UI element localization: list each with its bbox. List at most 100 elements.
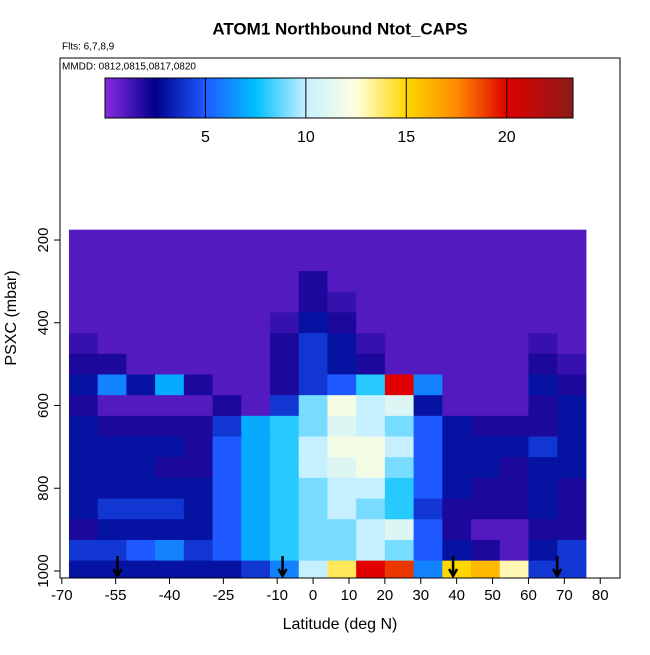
heatmap-cell	[471, 395, 501, 417]
heatmap-cell	[557, 415, 587, 438]
heatmap-cell	[327, 498, 357, 520]
heatmap-cell	[442, 457, 472, 479]
heatmap-cell	[384, 477, 415, 500]
heatmap-cell	[356, 498, 386, 520]
heatmap-cell	[557, 374, 587, 396]
heatmap-cell	[413, 333, 443, 355]
heatmap-cell	[68, 415, 99, 438]
heatmap-cell	[298, 271, 328, 293]
heatmap-cell	[155, 291, 185, 313]
heatmap-cell	[557, 477, 587, 500]
heatmap-cell	[356, 519, 386, 541]
heatmap-cell	[97, 271, 127, 293]
heatmap-cell	[126, 477, 156, 500]
x-tick-label: -55	[105, 587, 127, 604]
heatmap-cell	[97, 498, 127, 520]
heatmap-cell	[413, 271, 443, 293]
heatmap-cell	[183, 477, 214, 500]
heatmap-cell	[442, 498, 472, 520]
heatmap-cell	[327, 560, 357, 578]
heatmap-cell	[212, 333, 242, 355]
heatmap-cell	[298, 519, 328, 541]
x-tick-label: 80	[592, 587, 609, 604]
heatmap-cell	[442, 229, 472, 251]
heatmap-cell	[471, 229, 501, 251]
heatmap-cell	[413, 457, 443, 479]
heatmap-cell	[442, 374, 472, 396]
heatmap-cell	[155, 477, 185, 500]
heatmap-cell	[212, 271, 242, 293]
x-tick-label: -25	[212, 587, 234, 604]
heatmap-cell	[155, 436, 185, 458]
heatmap-cell	[126, 250, 156, 272]
heatmap-cell	[270, 250, 300, 272]
heatmap-cell	[298, 229, 328, 251]
heatmap-cell	[356, 229, 386, 251]
x-tick-label: 70	[556, 587, 573, 604]
heatmap-cell	[528, 291, 558, 313]
heatmap-cell	[270, 271, 300, 293]
heatmap-cell	[528, 539, 558, 562]
heatmap-cell	[499, 333, 529, 355]
heatmap-cell	[270, 291, 300, 313]
heatmap-cell	[241, 333, 271, 355]
heatmap-cell	[499, 395, 529, 417]
heatmap-cell	[97, 415, 127, 438]
x-tick-label: 40	[448, 587, 465, 604]
heatmap-cell	[212, 312, 242, 334]
heatmap-cell	[126, 498, 156, 520]
heatmap-cell	[528, 353, 558, 375]
heatmap-cell	[384, 353, 415, 375]
heatmap-cell	[68, 539, 99, 562]
heatmap-cell	[384, 271, 415, 293]
heatmap-cell	[270, 498, 300, 520]
heatmap-cell	[327, 477, 357, 500]
heatmap-cell	[442, 333, 472, 355]
heatmap-cell	[356, 477, 386, 500]
heatmap-cell	[384, 457, 415, 479]
heatmap-cell	[413, 560, 443, 578]
heatmap-cell	[557, 395, 587, 417]
heatmap-cell	[413, 477, 443, 500]
heatmap-cell	[557, 353, 587, 375]
heatmap-cell	[528, 498, 558, 520]
heatmap-cell	[241, 560, 271, 578]
x-tick-label: 20	[377, 587, 394, 604]
heatmap-cell	[413, 395, 443, 417]
heatmap-cell	[183, 333, 214, 355]
heatmap-cell	[212, 560, 242, 578]
heatmap-cell	[183, 353, 214, 375]
heatmap-cell	[442, 519, 472, 541]
heatmap-cell	[499, 312, 529, 334]
heatmap-cell	[528, 374, 558, 396]
heatmap-cell	[327, 333, 357, 355]
heatmap-cell	[183, 271, 214, 293]
heatmap-cell	[442, 395, 472, 417]
heatmap-cell	[499, 519, 529, 541]
heatmap-cell	[384, 415, 415, 438]
x-tick-label: 30	[412, 587, 429, 604]
heatmap-cell	[155, 498, 185, 520]
heatmap-cell	[442, 436, 472, 458]
heatmap-cell	[155, 312, 185, 334]
heatmap-cell	[241, 271, 271, 293]
x-tick-label: 60	[520, 587, 537, 604]
heatmap-cell	[499, 560, 529, 578]
heatmap-cell	[241, 353, 271, 375]
heatmap-cell	[471, 457, 501, 479]
heatmap-cell	[126, 271, 156, 293]
heatmap-cell	[241, 229, 271, 251]
heatmap-cell	[557, 436, 587, 458]
heatmap-cell	[499, 353, 529, 375]
heatmap-cell	[212, 250, 242, 272]
heatmap-cell	[298, 560, 328, 578]
colorbar-tick-label: 20	[498, 129, 516, 146]
heatmap-cell	[126, 539, 156, 562]
heatmap-cell	[413, 498, 443, 520]
heatmap-cell	[384, 560, 415, 578]
heatmap-cell	[270, 436, 300, 458]
heatmap-cell	[68, 457, 99, 479]
heatmap-cell	[126, 353, 156, 375]
marker-arrow	[447, 556, 459, 579]
